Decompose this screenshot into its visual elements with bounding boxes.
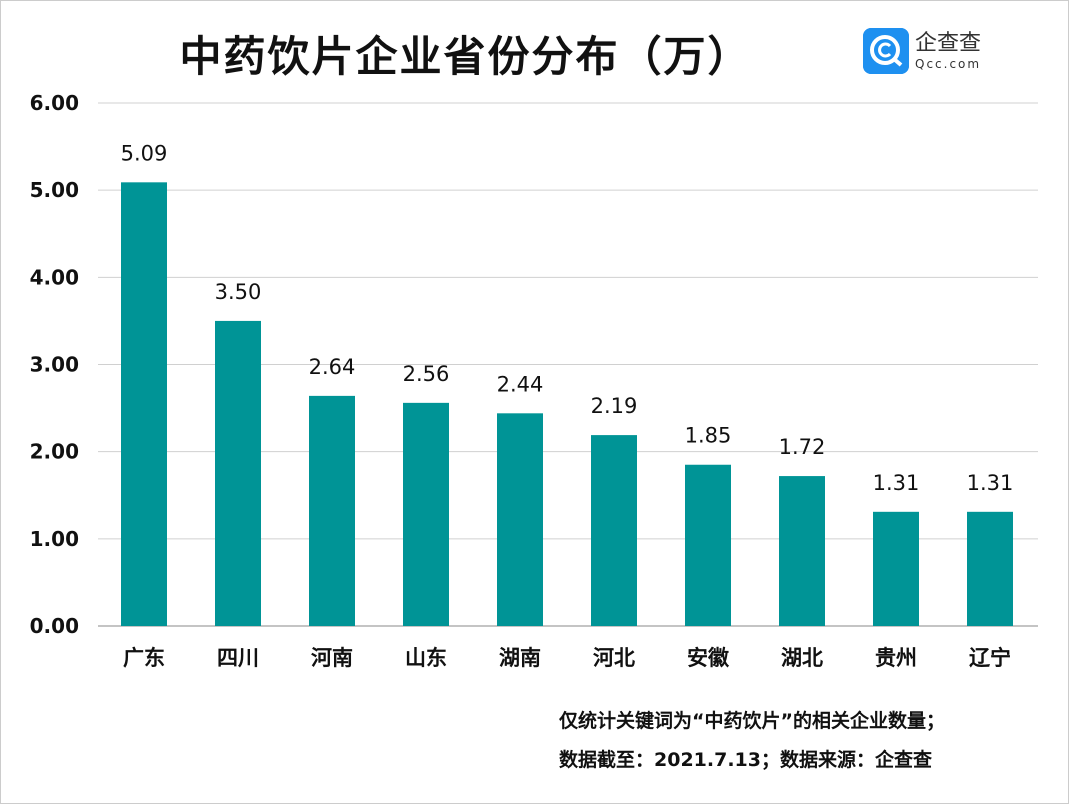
- chart-title: 中药饮片企业省份分布（万）: [179, 32, 752, 81]
- x-tick-label: 广东: [123, 646, 165, 670]
- x-tick-label: 河北: [593, 646, 635, 670]
- x-tick-label: 贵州: [875, 646, 917, 670]
- data-label: 1.31: [967, 471, 1014, 495]
- logo-cn: 企查查: [915, 30, 982, 56]
- y-tick-label: 2.00: [30, 440, 79, 464]
- bar: [967, 511, 1013, 626]
- data-label: 1.85: [685, 424, 732, 448]
- bar: [309, 395, 355, 626]
- data-label: 3.50: [215, 280, 262, 304]
- x-tick-label: 河南: [311, 646, 353, 670]
- x-tick-label: 湖北: [781, 646, 823, 670]
- y-tick-label: 3.00: [30, 353, 79, 377]
- bar: [215, 320, 261, 626]
- y-tick-label: 4.00: [30, 265, 79, 289]
- data-label: 1.72: [779, 435, 826, 459]
- bar: [121, 182, 167, 627]
- bar: [591, 435, 637, 626]
- logo-en: Qcc.com: [915, 56, 982, 71]
- data-label: 1.31: [873, 471, 920, 495]
- bar: [685, 464, 731, 626]
- data-label: 5.09: [121, 141, 168, 165]
- y-tick-label: 5.00: [30, 178, 79, 202]
- qcc-logo-icon: [863, 28, 909, 74]
- x-tick-label: 四川: [217, 646, 259, 670]
- bar: [497, 413, 543, 626]
- bar: [403, 402, 449, 626]
- y-tick-label: 6.00: [30, 91, 79, 115]
- data-label: 2.56: [403, 362, 450, 386]
- x-tick-label: 辽宁: [969, 646, 1011, 670]
- y-tick-label: 1.00: [30, 527, 79, 551]
- x-tick-label: 安徽: [687, 646, 730, 670]
- data-label: 2.44: [497, 372, 544, 396]
- footnote-1: 仅统计关键词为“中药饮片”的相关企业数量；: [559, 710, 945, 732]
- x-tick-label: 山东: [405, 646, 447, 670]
- x-tick-label: 湖南: [499, 646, 541, 670]
- footnote-2: 数据截至：2021.7.13；数据来源：企查查: [559, 749, 932, 771]
- y-tick-label: 0.00: [30, 614, 79, 638]
- bar: [779, 476, 825, 626]
- data-label: 2.19: [591, 394, 638, 418]
- data-label: 2.64: [309, 355, 356, 379]
- bar: [873, 511, 919, 626]
- qcc-logo: 企查查 Qcc.com: [863, 28, 981, 74]
